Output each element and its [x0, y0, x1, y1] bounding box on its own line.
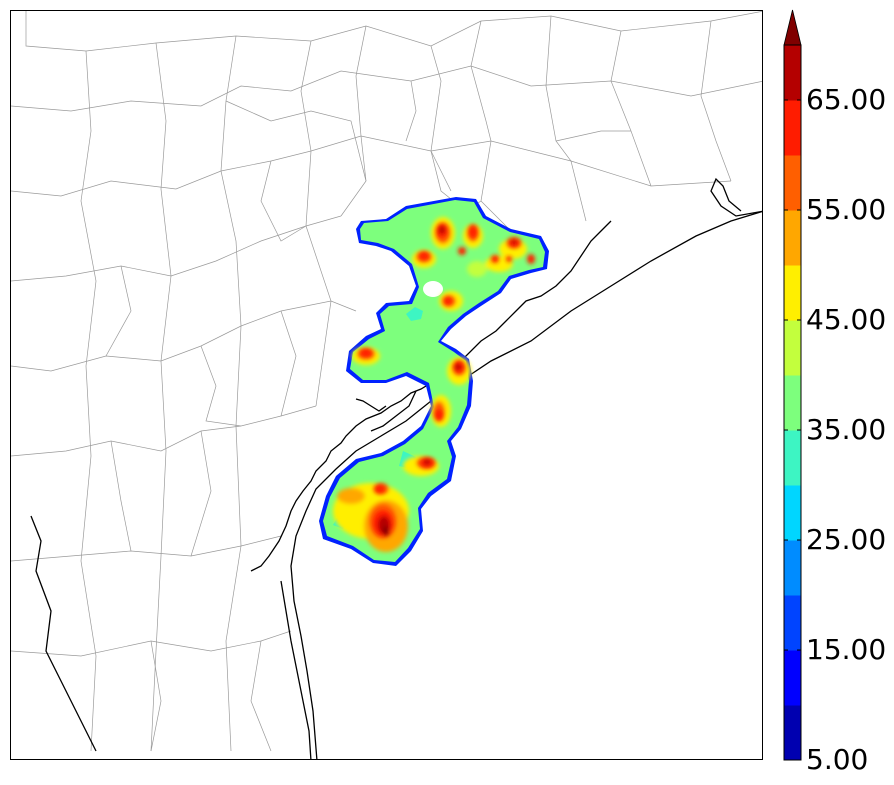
- colorbar-bin: [784, 540, 801, 596]
- colorbar-bin: [784, 485, 801, 541]
- colorbar-tick-label: 15.00: [806, 633, 887, 666]
- colorbar-tick-label: 25.00: [806, 523, 887, 556]
- coastline: [30, 177, 762, 759]
- colorbar-bin: [784, 155, 801, 211]
- colorbar: [783, 9, 802, 761]
- radar-reflectivity-field: [319, 197, 549, 566]
- colorbar-bin: [784, 210, 801, 266]
- map-canvas: [11, 11, 762, 759]
- colorbar-bin: [784, 430, 801, 486]
- colorbar-bin: [784, 375, 801, 431]
- colorbar-tick-label: 45.00: [806, 303, 887, 336]
- colorbar-bin: [784, 320, 801, 376]
- county-boundaries: [11, 11, 762, 752]
- colorbar-bin: [784, 45, 801, 101]
- map-area: [10, 10, 763, 760]
- colorbar-bin: [784, 100, 801, 156]
- colorbar-tick-label: 35.00: [806, 413, 887, 446]
- colorbar-tick-label: 5.00: [806, 743, 869, 776]
- colorbar-bin: [784, 650, 801, 706]
- colorbar-bin: [784, 265, 801, 321]
- colorbar-tick-label: 55.00: [806, 193, 887, 226]
- colorbar-scale: [783, 9, 802, 761]
- colorbar-bin: [784, 705, 801, 761]
- colorbar-outline: [783, 44, 802, 761]
- colorbar-extend-arrow: [783, 9, 802, 46]
- colorbar-tick-label: 65.00: [806, 83, 887, 116]
- colorbar-bin: [784, 595, 801, 651]
